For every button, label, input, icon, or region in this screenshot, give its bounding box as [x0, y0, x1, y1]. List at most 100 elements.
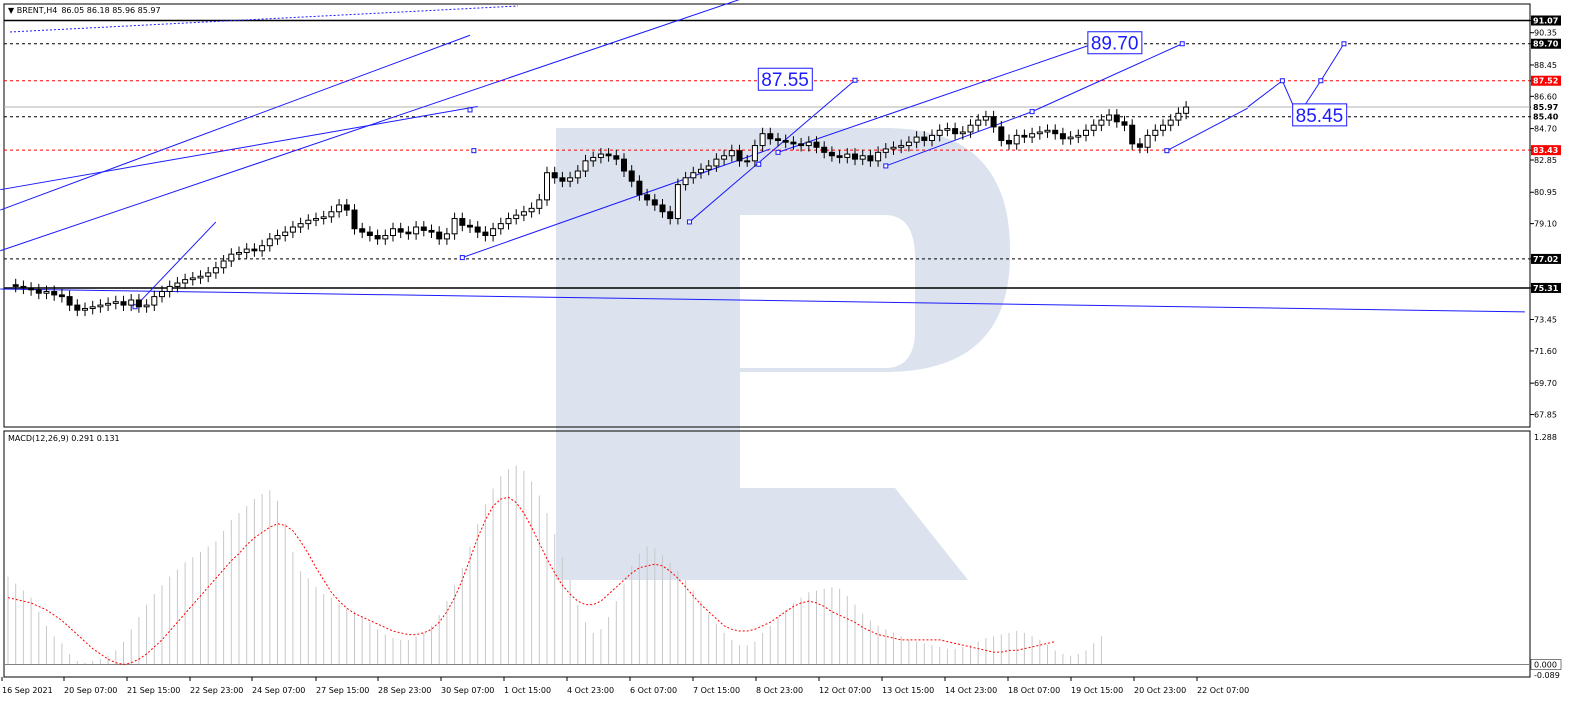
- candle-body: [189, 277, 196, 281]
- candle-body: [174, 282, 181, 287]
- candle-body: [713, 158, 720, 167]
- candle-body: [1167, 119, 1174, 126]
- candle-body: [936, 129, 943, 136]
- target-value: 87.55: [761, 70, 809, 91]
- candle-79: [613, 149, 620, 166]
- candle-43: [336, 199, 343, 218]
- candle-61: [474, 221, 481, 239]
- y-label-79.10: 79.10: [1534, 220, 1557, 229]
- candle-body: [544, 172, 550, 201]
- candle-104: [805, 136, 812, 152]
- candle-body: [243, 248, 250, 253]
- x-label-2: 21 Sep 15:00: [127, 686, 180, 695]
- candle-75: [582, 154, 589, 177]
- candle-body: [97, 304, 104, 308]
- price-tag-91.07: 91.07: [1533, 17, 1558, 26]
- x-label-9: 4 Oct 23:00: [567, 686, 614, 695]
- candle-3: [28, 282, 35, 296]
- candle-body: [944, 128, 951, 131]
- candle-body: [43, 291, 50, 294]
- anchor-marker-3: [467, 107, 473, 113]
- candle-body: [597, 153, 604, 158]
- candle-body: [836, 155, 843, 158]
- candle-80: [621, 153, 627, 177]
- candle-120: [929, 129, 935, 147]
- y-label-90.35: 90.35: [1534, 29, 1557, 38]
- candle-37: [289, 221, 296, 239]
- candle-body: [744, 160, 751, 163]
- y-label-80.95: 80.95: [1534, 188, 1557, 197]
- candle-45: [351, 204, 358, 235]
- candle-body: [313, 218, 319, 221]
- candle-body: [952, 128, 959, 135]
- trendline-8: [885, 111, 1033, 167]
- candle-body: [582, 160, 589, 172]
- candle-body: [105, 302, 112, 306]
- candle-body: [551, 172, 558, 179]
- trendline-7: [777, 43, 1094, 153]
- candle-body: [1113, 114, 1120, 123]
- candle-body: [282, 231, 289, 237]
- candle-12: [97, 299, 104, 313]
- target-value: 89.70: [1091, 34, 1139, 55]
- candle-117: [905, 136, 912, 152]
- x-label-3: 22 Sep 23:00: [190, 686, 243, 695]
- candle-112: [867, 149, 874, 167]
- candle-body: [159, 291, 165, 298]
- macd-y-label: -0.089: [1534, 671, 1560, 680]
- candle-29: [228, 248, 235, 267]
- anchor-marker-15: [1318, 78, 1324, 84]
- candle-50: [390, 222, 396, 242]
- candle-body: [467, 224, 473, 228]
- candle-22: [174, 277, 181, 293]
- x-label-15: 14 Oct 23:00: [945, 686, 997, 695]
- y-label-67.85: 67.85: [1534, 411, 1557, 420]
- candle-123: [952, 122, 959, 140]
- candle-body: [590, 156, 597, 162]
- candle-body: [228, 253, 235, 262]
- anchor-marker-1: [459, 255, 465, 261]
- candle-113: [875, 146, 882, 167]
- candle-body: [259, 245, 266, 252]
- candle-body: [1106, 114, 1113, 121]
- candle-65: [505, 212, 512, 230]
- candle-119: [921, 131, 928, 147]
- symbol-label: ▼ BRENT,H4 86.05 86.18 85.96 85.97: [8, 6, 161, 15]
- candle-body: [366, 231, 373, 237]
- candle-138: [1067, 131, 1074, 145]
- candle-93: [721, 149, 728, 166]
- candle-body: [289, 226, 296, 233]
- macd-signal-line: [7, 496, 1056, 666]
- candle-body: [1144, 134, 1151, 148]
- candle-body: [528, 207, 535, 213]
- candle-body: [197, 275, 204, 279]
- candle-128: [990, 110, 997, 133]
- candle-92: [713, 153, 720, 172]
- candle-body: [436, 231, 443, 240]
- candle-151: [1167, 114, 1174, 132]
- candle-body: [112, 301, 119, 304]
- candle-body: [336, 204, 343, 213]
- candle-137: [1059, 127, 1066, 145]
- x-label-11: 7 Oct 15:00: [693, 686, 740, 695]
- candle-body: [921, 136, 928, 141]
- anchor-marker-12: [1164, 148, 1170, 154]
- candle-body: [929, 134, 935, 141]
- candle-body: [1183, 106, 1190, 114]
- candle-4: [35, 283, 42, 300]
- x-label-8: 1 Oct 15:00: [504, 686, 551, 695]
- candle-body: [1006, 139, 1012, 145]
- candle-body: [559, 177, 566, 182]
- trendline-1: [0, 0, 740, 252]
- candle-body: [35, 289, 42, 294]
- candle-106: [821, 141, 828, 159]
- y-label-82.85: 82.85: [1534, 156, 1557, 165]
- candle-114: [882, 143, 889, 159]
- anchor-marker-8: [883, 163, 889, 169]
- candle-108: [836, 149, 843, 164]
- candle-body: [305, 219, 312, 225]
- price-tag-box: [1531, 282, 1561, 293]
- anchor-marker-13: [1279, 78, 1285, 84]
- anchor-marker-5: [756, 161, 762, 167]
